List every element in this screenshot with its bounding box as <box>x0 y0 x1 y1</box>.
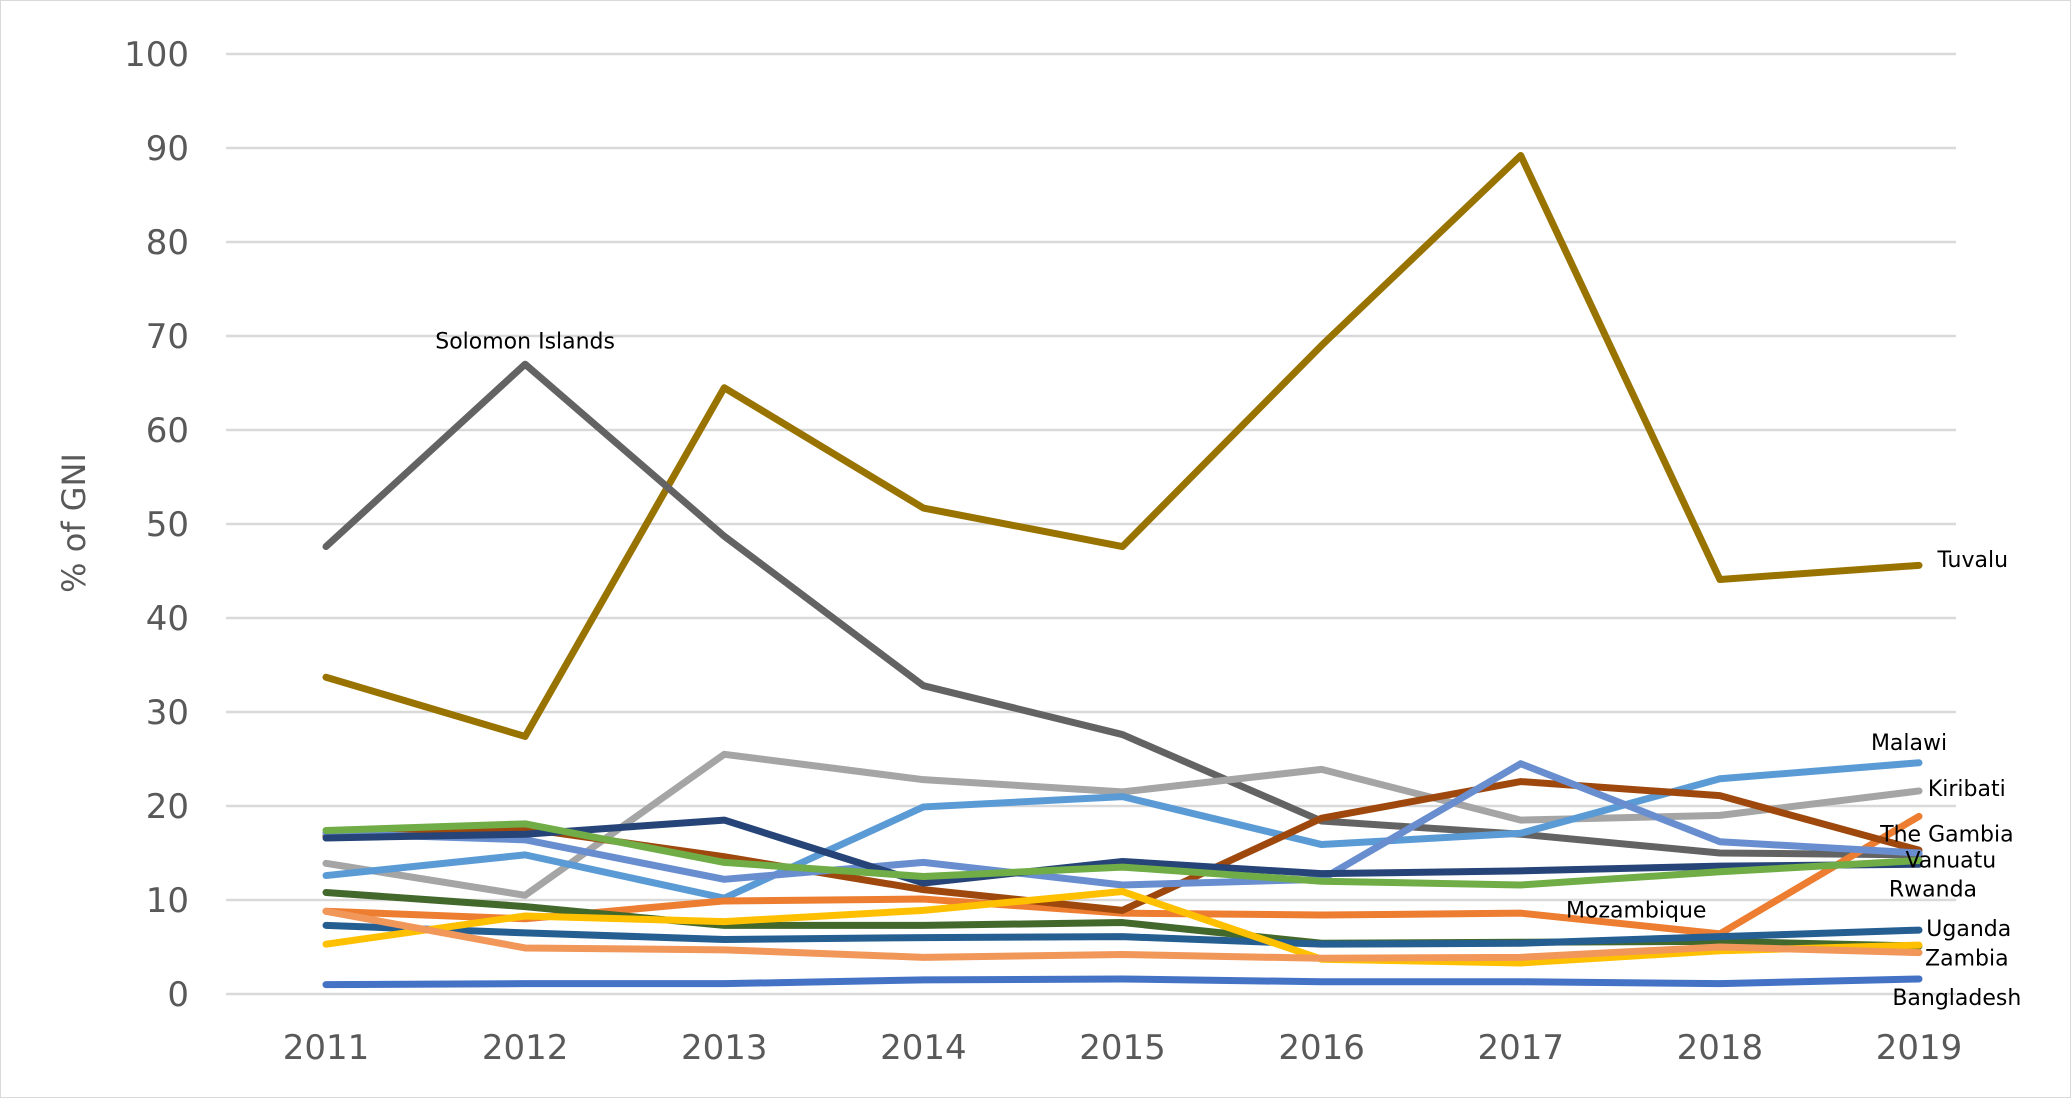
series-line <box>322 888 1923 967</box>
y-tick-label: 90 <box>146 129 189 169</box>
series-line <box>322 907 1923 962</box>
data-label: Tuvalu <box>1936 548 2008 573</box>
x-tick-label: 2015 <box>1079 1028 1166 1068</box>
series-line <box>322 921 1923 948</box>
x-tick-labels: 2011 2012 2013 2014 2015 2016 2017 2018 2019 <box>283 1028 1963 1068</box>
data-label: The Gambia <box>1879 822 2013 847</box>
x-tick-label: 2016 <box>1278 1028 1365 1068</box>
series-line <box>322 975 1923 989</box>
series-lines <box>322 152 1923 989</box>
data-label: Kiribati <box>1928 777 2006 802</box>
series-line <box>322 816 1923 887</box>
y-tick-label: 0 <box>167 975 189 1015</box>
x-tick-label: 2019 <box>1876 1028 1963 1068</box>
data-label: Solomon Islands <box>435 330 615 355</box>
y-tick-labels: 0 10 20 30 40 50 60 70 80 90 100 <box>124 35 189 1015</box>
x-tick-label: 2011 <box>283 1028 370 1068</box>
data-label: Rwanda <box>1889 878 1977 903</box>
y-tick-label: 50 <box>146 505 189 545</box>
data-label: Malawi <box>1871 731 1947 756</box>
y-axis-label: % of GNI <box>55 453 93 593</box>
series-line <box>322 759 1923 902</box>
x-tick-label: 2013 <box>681 1028 768 1068</box>
x-tick-label: 2014 <box>880 1028 967 1068</box>
y-tick-label: 30 <box>146 693 189 733</box>
data-label: Uganda <box>1926 917 2011 942</box>
data-label: Zambia <box>1925 946 2009 971</box>
series-line <box>322 152 1923 740</box>
x-tick-label: 2012 <box>482 1028 569 1068</box>
x-tick-label: 2017 <box>1477 1028 1564 1068</box>
gridlines <box>226 52 1956 996</box>
y-tick-label: 80 <box>146 223 189 263</box>
y-tick-label: 10 <box>146 881 189 921</box>
y-tick-label: 20 <box>146 787 189 827</box>
series-line <box>322 360 1923 859</box>
x-tick-label: 2018 <box>1677 1028 1764 1068</box>
annotations: Solomon Islands Tuvalu Malawi Kiribati The G… <box>435 330 2021 1011</box>
y-tick-label: 70 <box>146 317 189 357</box>
series-line <box>322 760 1923 889</box>
data-label: Vanuatu <box>1905 849 1996 874</box>
series-line <box>322 820 1923 889</box>
y-tick-label: 40 <box>146 599 189 639</box>
y-tick-label: 100 <box>124 35 189 75</box>
data-label: Bangladesh <box>1892 986 2021 1011</box>
y-tick-label: 60 <box>146 411 189 451</box>
data-label: Mozambique <box>1566 898 1706 923</box>
